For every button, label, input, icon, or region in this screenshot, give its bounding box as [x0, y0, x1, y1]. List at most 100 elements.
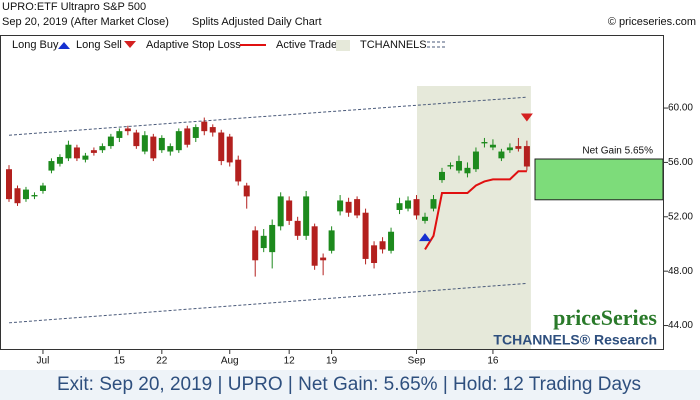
candle-body [14, 188, 21, 204]
candle-body [124, 128, 131, 132]
y-tick-label: 56.00 [668, 157, 693, 168]
long-buy-marker [419, 233, 432, 242]
y-tick-label: 52.00 [668, 211, 693, 222]
legend-active-icon [336, 40, 350, 51]
candle-body [235, 159, 242, 182]
candle-body [303, 196, 310, 236]
x-tick-label: Aug [221, 356, 239, 367]
channel-lower [8, 282, 527, 324]
net-gain-label: Net Gain 5.65% [582, 146, 653, 157]
candle-body [430, 199, 437, 209]
candle-body [294, 220, 301, 236]
candle-body [506, 147, 513, 151]
candle-body [523, 146, 530, 167]
candle-body [371, 245, 378, 264]
candle-body [107, 136, 114, 147]
candle-body [167, 146, 174, 152]
legend-label: Adaptive Stop Loss [146, 39, 241, 51]
candle-body [269, 224, 276, 253]
candle-body [489, 144, 496, 148]
candle-body [82, 155, 89, 160]
candle-body [362, 212, 369, 259]
footer-band [0, 370, 700, 400]
channel-upper [8, 96, 527, 136]
net-gain-box [534, 158, 664, 201]
candle-body [56, 156, 63, 164]
plot-frame [0, 35, 664, 350]
legend-buy-icon [58, 42, 70, 49]
x-tick-label: 15 [114, 356, 126, 367]
date: Sep 20, 2019 (After Market Close) [2, 16, 169, 28]
candle-body [226, 136, 233, 163]
legend-label: TCHANNELS [360, 39, 427, 51]
candle-body [438, 171, 445, 181]
candle-body [39, 185, 46, 191]
x-tick-label: 19 [326, 356, 338, 367]
candle-body [328, 230, 335, 251]
brand: priceSeries [553, 305, 657, 330]
candle-body [141, 135, 148, 152]
candle-body [116, 131, 123, 138]
long-sell-marker [520, 113, 533, 122]
candle-body [447, 165, 454, 167]
candle-body [345, 201, 352, 213]
x-tick-label: Jul [37, 356, 50, 367]
candle-body [133, 132, 140, 147]
candle-body [337, 200, 344, 212]
candle-body [455, 161, 462, 171]
candle-body [184, 128, 191, 145]
candle-body [388, 231, 395, 251]
candle-body [405, 200, 412, 209]
y-tick-label: 48.00 [668, 266, 693, 277]
candle-body [354, 199, 361, 216]
candle-body [6, 169, 12, 200]
x-tick-label: 22 [156, 356, 168, 367]
stop-line [424, 170, 527, 250]
candle-body [175, 131, 182, 151]
candle-body [252, 230, 259, 261]
candle-body [481, 142, 488, 144]
plot-area: Net Gain 5.65% [6, 86, 668, 354]
y-tick-label: 44.00 [668, 320, 693, 331]
candle-body [396, 203, 403, 210]
candle-body [99, 146, 106, 151]
candle-body [158, 137, 165, 151]
candle-body [286, 200, 293, 221]
x-tick-label: 16 [487, 356, 499, 367]
legend-label: Long Buy [12, 39, 59, 51]
candle-body [201, 121, 208, 132]
candle-body [379, 241, 386, 250]
candle-body [150, 136, 157, 159]
candle-body [498, 151, 505, 159]
active-trade-zone [417, 86, 531, 350]
x-tick-label: Sep [408, 356, 426, 367]
legend: Long Buy Long Sell Adaptive Stop Loss Ac… [12, 39, 447, 51]
candle-body [22, 189, 29, 200]
candle-body [320, 257, 327, 261]
legend-label: Active Trade [276, 39, 337, 51]
footer: Exit: Sep 20, 2019 | UPRO | Net Gain: 5.… [57, 374, 641, 395]
brand-sub: TCHANNELS® Research [493, 332, 657, 348]
legend-label: Long Sell [76, 39, 122, 51]
x-tick-label: 12 [284, 356, 296, 367]
candle-body [65, 144, 72, 159]
symbol: UPRO:ETF Ultrapro S&P 500 [2, 1, 146, 13]
candle-body [277, 196, 284, 227]
subtitle: Splits Adjusted Daily Chart [192, 16, 322, 28]
candle-body [209, 127, 216, 133]
candle-body [413, 199, 420, 216]
candle-body [218, 132, 225, 162]
candle-body [260, 235, 267, 249]
candle-body [311, 226, 318, 266]
candle-body [243, 185, 250, 197]
candle-body [515, 146, 522, 149]
candle-body [464, 167, 471, 174]
y-tick-label: 60.00 [668, 103, 693, 114]
candle-body [31, 195, 38, 197]
candle-body [422, 216, 429, 221]
copyright: © priceseries.com [608, 16, 696, 28]
legend-sell-icon [124, 41, 136, 48]
candle-body [90, 150, 97, 153]
candle-body [48, 161, 55, 171]
